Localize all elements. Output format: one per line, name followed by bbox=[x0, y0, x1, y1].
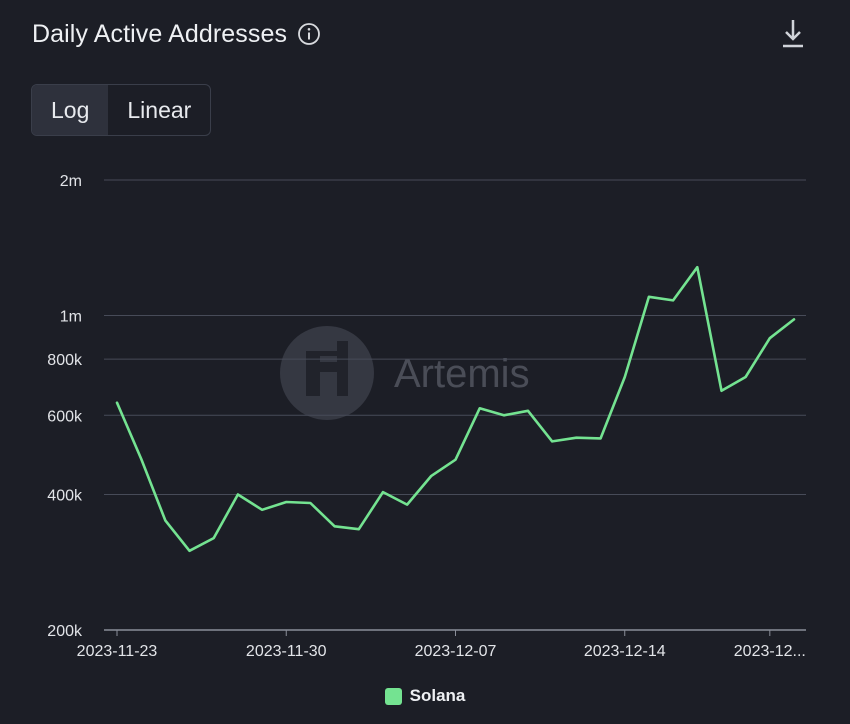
x-tick-label: 2023-12... bbox=[734, 643, 806, 660]
chart-header: Daily Active Addresses bbox=[32, 16, 321, 52]
chart-title: Daily Active Addresses bbox=[32, 19, 288, 48]
download-icon[interactable] bbox=[780, 17, 806, 51]
y-tick-label: 600k bbox=[47, 408, 83, 425]
x-tick-label: 2023-12-07 bbox=[415, 643, 497, 660]
linear-scale-button[interactable]: Linear bbox=[108, 85, 210, 135]
log-scale-button[interactable]: Log bbox=[32, 85, 109, 135]
chart-legend: Solana bbox=[0, 686, 850, 706]
x-tick-label: 2023-12-14 bbox=[584, 643, 666, 660]
y-tick-label: 200k bbox=[47, 623, 83, 640]
y-tick-label: 2m bbox=[60, 173, 82, 190]
legend-swatch-solana bbox=[384, 687, 402, 705]
x-tick-label: 2023-11-23 bbox=[77, 643, 158, 660]
artemis-watermark: Artemis bbox=[280, 326, 530, 420]
legend-label-solana[interactable]: Solana bbox=[409, 686, 466, 705]
info-icon[interactable] bbox=[297, 22, 321, 46]
y-tick-label: 1m bbox=[60, 308, 82, 325]
scale-toggle: Log Linear bbox=[31, 84, 212, 136]
y-tick-label: 800k bbox=[47, 352, 83, 369]
series-line-solana[interactable] bbox=[115, 265, 796, 553]
y-tick-label: 400k bbox=[47, 488, 83, 505]
x-tick-label: 2023-11-30 bbox=[246, 643, 327, 660]
